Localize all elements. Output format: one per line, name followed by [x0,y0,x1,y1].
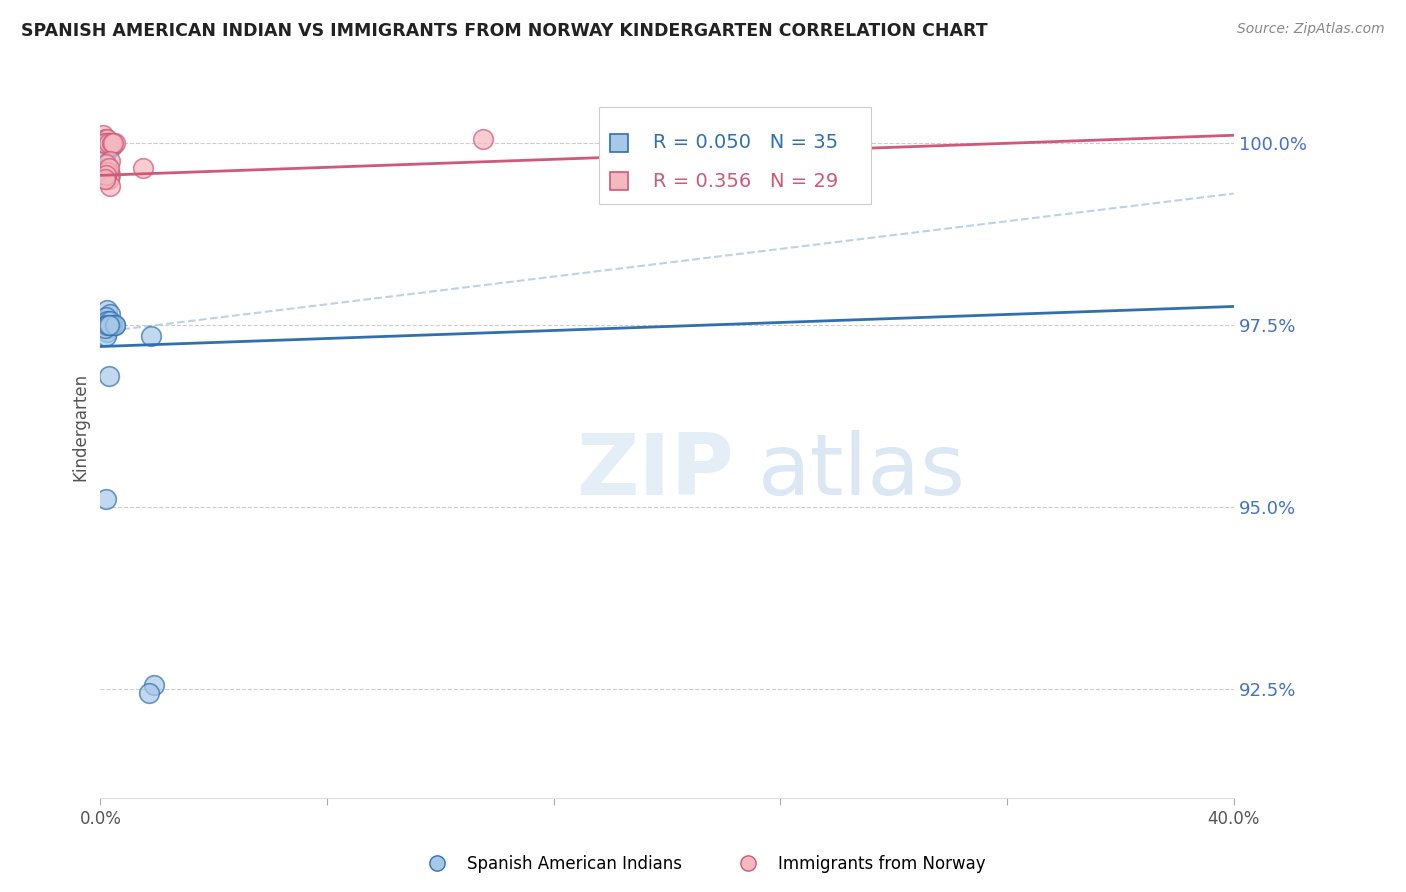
Point [94,146,117,161]
Point [94,136,117,150]
Point [97,321,120,335]
Point [141,328,163,343]
Point [94,492,117,507]
Point [103,136,125,150]
Point [91,143,114,157]
Point [91,128,114,143]
Point [797,132,820,146]
Point [98,136,121,150]
Point [96,314,118,328]
Point [100,136,122,150]
Point [93,132,115,146]
Point [93,172,115,186]
Point [97,172,120,186]
Point [101,136,124,150]
Point [97,164,120,178]
Point [96,172,118,186]
Point [94,136,117,150]
Text: R = 0.356   N = 29: R = 0.356 N = 29 [654,172,839,191]
Point [98,318,121,332]
Point [138,685,160,699]
Point [96,325,118,339]
Point [93,143,115,157]
Text: ZIP: ZIP [576,430,734,513]
Point [132,161,155,175]
Point [94,328,117,343]
Point [98,307,121,321]
Point [100,136,122,150]
Point [93,136,115,150]
Point [103,318,125,332]
Point [94,318,117,332]
Point [97,136,120,150]
Point [94,132,117,146]
Point [100,139,122,153]
Point [97,136,120,150]
Y-axis label: Kindergarten: Kindergarten [72,373,89,481]
Point [97,321,120,335]
Point [94,310,117,325]
Text: Source: ZipAtlas.com: Source: ZipAtlas.com [1237,22,1385,37]
Point [93,318,115,332]
Point [98,136,121,150]
Text: atlas: atlas [758,430,966,513]
Point [97,368,120,383]
Point [93,172,115,186]
Point [98,179,121,194]
Point [96,318,118,332]
Point [96,136,118,150]
Point [97,161,120,175]
Point [94,169,117,183]
Text: R = 0.050   N = 35: R = 0.050 N = 35 [654,133,838,153]
Point [96,303,118,318]
FancyBboxPatch shape [599,107,872,203]
Point [97,136,120,150]
Point [97,314,120,328]
Point [94,157,117,171]
Point [96,132,118,146]
Point [96,164,118,178]
Point [143,678,166,692]
Point [98,169,121,183]
Point [94,169,117,183]
Point [100,318,122,332]
Point [103,318,125,332]
Text: SPANISH AMERICAN INDIAN VS IMMIGRANTS FROM NORWAY KINDERGARTEN CORRELATION CHART: SPANISH AMERICAN INDIAN VS IMMIGRANTS FR… [21,22,987,40]
Point [97,136,120,150]
Point [97,318,120,332]
Point [93,321,115,335]
Point [93,136,115,150]
Point [471,132,494,146]
Point [98,314,121,328]
Point [100,318,122,332]
Point [98,153,121,168]
Legend: Spanish American Indians, Immigrants from Norway: Spanish American Indians, Immigrants fro… [413,848,993,880]
